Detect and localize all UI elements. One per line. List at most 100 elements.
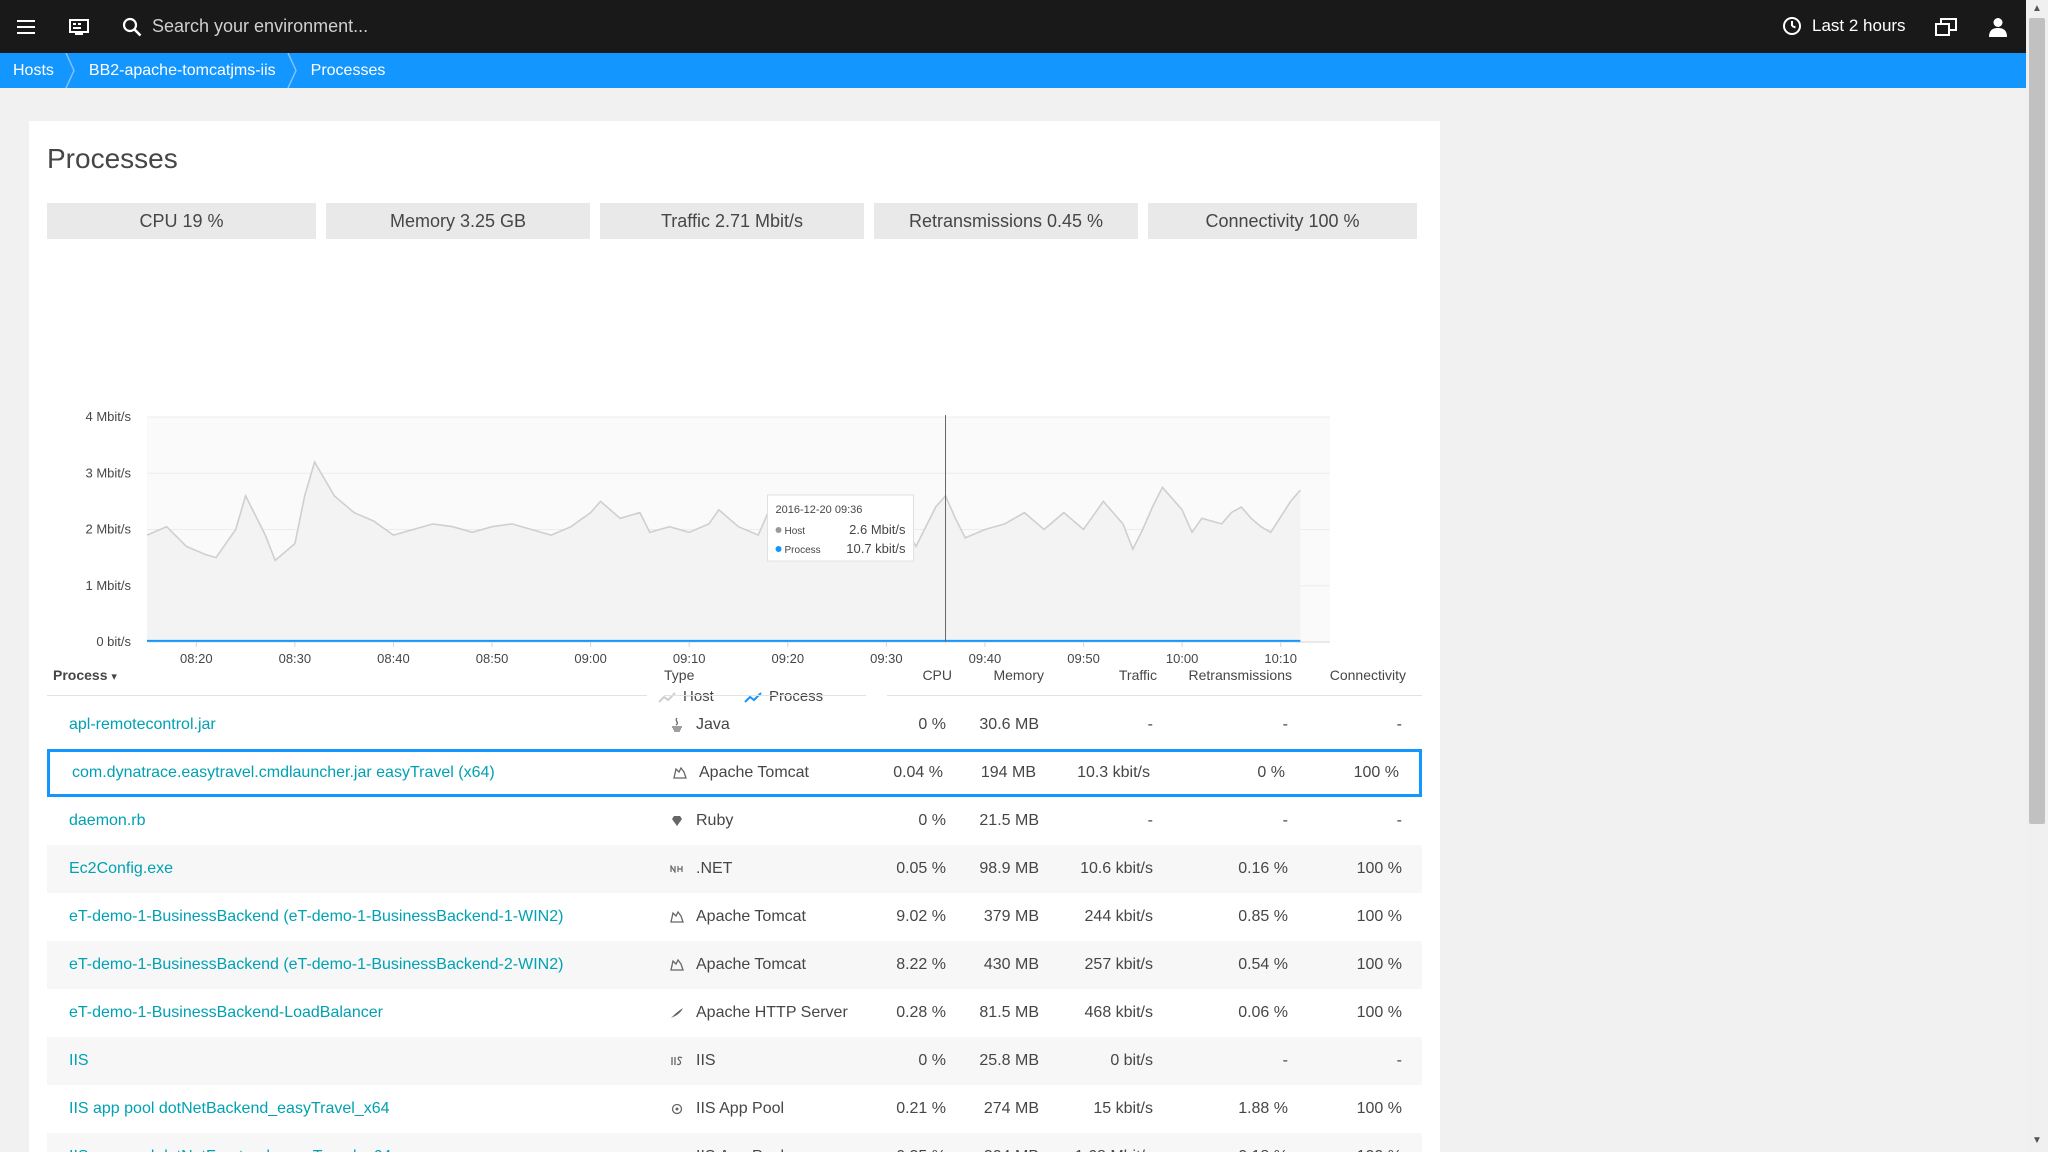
table-row[interactable]: com.dynatrace.easytravel.cmdlauncher.jar…	[47, 749, 1422, 797]
scroll-down-arrow-icon[interactable]: ▼	[2032, 1135, 2042, 1146]
process-name-link[interactable]: IIS app pool dotNetFrontend_easyTravel_x…	[69, 1133, 391, 1152]
hamburger-menu-icon[interactable]	[12, 13, 40, 41]
chart-tooltip	[767, 494, 915, 562]
retransmissions-value: -	[1282, 812, 1288, 829]
memory-value: 81.5 MB	[979, 1004, 1039, 1021]
tooltip-series-dot	[775, 527, 782, 533]
connectivity-value: -	[1396, 812, 1402, 829]
legend-label: Process	[769, 688, 823, 705]
process-name-link[interactable]: IIS	[69, 1052, 89, 1069]
traffic-value: 468 kbit/s	[1084, 1004, 1153, 1021]
processes-card: Processes CPU 19 % Memory 3.25 GB Traffi…	[29, 121, 1440, 1152]
x-tick-label: 09:20	[772, 651, 805, 666]
tab-connectivity[interactable]: Connectivity 100 %	[1148, 203, 1417, 239]
table-row[interactable]: apl-remotecontrol.jar Java 0 % 30.6 MB -…	[47, 701, 1422, 749]
tooltip-series-value: 10.7 kbit/s	[846, 541, 906, 556]
table-row[interactable]: eT-demo-1-BusinessBackend-LoadBalancer A…	[47, 989, 1422, 1037]
process-type: Ruby	[696, 812, 734, 829]
process-type: IIS App Pool	[696, 1100, 785, 1117]
process-name-link[interactable]: apl-remotecontrol.jar	[69, 716, 216, 733]
legend-item-process[interactable]: Process	[744, 688, 823, 705]
scroll-up-arrow-icon[interactable]: ▲	[2032, 3, 2042, 14]
page-scrollbar[interactable]: ▲ ▼	[2026, 0, 2048, 1152]
memory-value: 379 MB	[983, 908, 1039, 925]
traffic-value: 244 kbit/s	[1084, 908, 1153, 925]
breadcrumb-host-name[interactable]: BB2-apache-tomcatjms-iis	[76, 53, 298, 88]
table-row[interactable]: IIS IIS 0 % 25.8 MB 0 bit/s - -	[47, 1037, 1422, 1085]
x-tick-label: 08:50	[476, 651, 509, 666]
timeframe-label: Last 2 hours	[1812, 16, 1906, 35]
cpu-value: 0 %	[918, 812, 946, 829]
table-row[interactable]: IIS app pool dotNetBackend_easyTravel_x6…	[47, 1085, 1422, 1133]
tab-memory[interactable]: Memory 3.25 GB	[326, 203, 590, 239]
connectivity-value: 100 %	[1353, 764, 1399, 781]
dashboard-icon[interactable]	[65, 13, 93, 41]
table-row[interactable]: eT-demo-1-BusinessBackend (eT-demo-1-Bus…	[47, 893, 1422, 941]
table-row[interactable]: Ec2Config.exe .NET 0.05 % 98.9 MB 10.6 k…	[47, 845, 1422, 893]
process-name-link[interactable]: com.dynatrace.easytravel.cmdlauncher.jar…	[72, 764, 495, 781]
tooltip-time: 2016-12-20 09:36	[776, 504, 863, 516]
column-header-process[interactable]: Process ▾	[53, 667, 117, 683]
tab-cpu[interactable]: CPU 19 %	[47, 203, 316, 239]
process-name-link[interactable]: IIS app pool dotNetBackend_easyTravel_x6…	[69, 1100, 390, 1117]
traffic-value: 15 kbit/s	[1093, 1100, 1153, 1117]
column-header-connectivity[interactable]: Connectivity	[1329, 667, 1406, 683]
y-tick-label: 1 Mbit/s	[85, 578, 131, 593]
ruby-icon	[670, 814, 684, 828]
scroll-thumb[interactable]	[2029, 18, 2045, 824]
traffic-value: -	[1147, 716, 1153, 733]
cpu-value: 9.02 %	[896, 908, 946, 925]
table-row[interactable]: daemon.rb Ruby 0 % 21.5 MB - - -	[47, 797, 1422, 845]
tab-traffic[interactable]: Traffic 2.71 Mbit/s	[600, 203, 864, 239]
process-name-link[interactable]: eT-demo-1-BusinessBackend (eT-demo-1-Bus…	[69, 908, 564, 925]
process-name-link[interactable]: daemon.rb	[69, 812, 146, 829]
connectivity-value: 100 %	[1356, 1100, 1402, 1117]
windows-icon[interactable]	[1932, 13, 1960, 41]
breadcrumb-hosts[interactable]: Hosts	[0, 53, 76, 88]
search-icon[interactable]	[118, 13, 146, 41]
apache-feather-icon	[670, 1006, 684, 1020]
legend-line-icon	[658, 692, 676, 703]
java-icon	[670, 718, 684, 732]
dotnet-icon	[670, 862, 684, 876]
retransmissions-value: 0.54 %	[1238, 956, 1288, 973]
retransmissions-value: -	[1282, 716, 1288, 733]
memory-value: 304 MB	[984, 1133, 1039, 1152]
traffic-value: 10.3 kbit/s	[1077, 764, 1150, 781]
connectivity-value: -	[1396, 716, 1402, 733]
search-input[interactable]	[152, 11, 672, 41]
x-tick-label: 09:10	[673, 651, 706, 666]
cpu-value: 0.05 %	[896, 860, 946, 877]
legend-item-host[interactable]: Host	[658, 688, 715, 705]
tooltip-series-name: Host	[785, 526, 806, 537]
memory-value: 21.5 MB	[979, 812, 1039, 829]
column-header-traffic[interactable]: Traffic	[1118, 667, 1157, 683]
connectivity-value: 100 %	[1356, 860, 1402, 877]
tomcat-icon	[670, 910, 684, 924]
connectivity-value: -	[1396, 1052, 1402, 1069]
column-header-type[interactable]: Type	[664, 667, 695, 683]
cpu-value: 0.04 %	[893, 764, 943, 781]
process-name-link[interactable]: eT-demo-1-BusinessBackend-LoadBalancer	[69, 1004, 383, 1021]
host-series-area	[147, 462, 1301, 642]
tab-retransmissions[interactable]: Retransmissions 0.45 %	[874, 203, 1138, 239]
table-row[interactable]: IIS app pool dotNetFrontend_easyTravel_x…	[47, 1133, 1422, 1152]
user-icon[interactable]	[1984, 13, 2012, 41]
table-row[interactable]: eT-demo-1-BusinessBackend (eT-demo-1-Bus…	[47, 941, 1422, 989]
process-name-link[interactable]: eT-demo-1-BusinessBackend (eT-demo-1-Bus…	[69, 956, 564, 973]
header-divider	[47, 695, 647, 696]
column-header-memory[interactable]: Memory	[993, 667, 1044, 683]
process-type: IIS	[696, 1052, 716, 1069]
traffic-value: 257 kbit/s	[1084, 956, 1153, 973]
traffic-chart-svg: 0 bit/s1 Mbit/s2 Mbit/s3 Mbit/s4 Mbit/s …	[85, 409, 1330, 705]
tooltip-series-value: 2.6 Mbit/s	[849, 522, 906, 537]
tomcat-icon	[673, 766, 687, 780]
column-header-cpu[interactable]: CPU	[922, 667, 952, 683]
column-header-retransmissions[interactable]: Retransmissions	[1188, 667, 1292, 683]
timeframe-selector[interactable]: Last 2 hours	[1782, 10, 1906, 42]
iis-icon	[670, 1054, 684, 1068]
page-title: Processes	[47, 143, 178, 174]
breadcrumb-separator-icon	[65, 53, 75, 88]
process-type: Apache Tomcat	[696, 956, 806, 973]
process-name-link[interactable]: Ec2Config.exe	[69, 860, 174, 877]
